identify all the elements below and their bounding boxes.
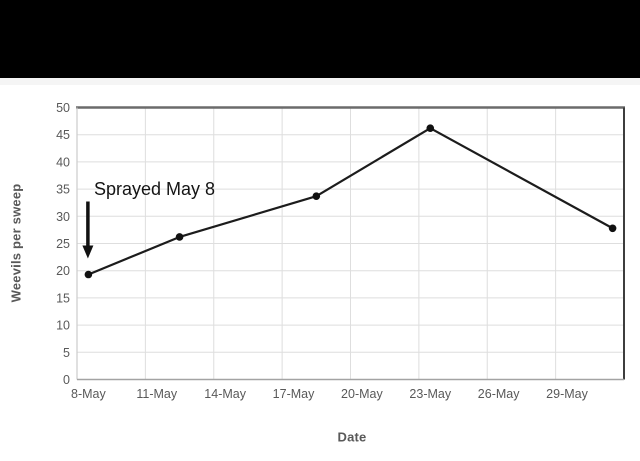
- y-tick-label: 5: [63, 346, 70, 360]
- data-point-marker: [312, 192, 321, 200]
- data-point-marker: [426, 124, 435, 132]
- y-tick-label: 0: [63, 373, 70, 387]
- x-axis-title: Date: [337, 429, 367, 445]
- x-tick-label: 26-May: [478, 387, 520, 401]
- y-axis-title: Weevils per sweep: [8, 183, 24, 303]
- y-tick-label: 10: [56, 319, 70, 333]
- y-tick-label: 30: [56, 210, 70, 224]
- sprayed-annotation-text: Sprayed May 8: [94, 179, 216, 199]
- annotation-arrow-head: [82, 245, 94, 259]
- y-tick-label: 20: [56, 264, 70, 278]
- x-tick-label: 20-May: [341, 387, 383, 401]
- page-divider-strip: [0, 78, 640, 85]
- y-tick-label: 35: [56, 183, 70, 197]
- x-tick-label: 11-May: [136, 387, 178, 401]
- y-tick-label: 45: [56, 128, 70, 142]
- x-tick-label: 29-May: [546, 387, 588, 401]
- x-tick-label: 8-May: [71, 387, 106, 401]
- y-tick-label: 15: [56, 291, 70, 305]
- weevil-line-chart: [0, 85, 640, 461]
- x-tick-label: 17-May: [273, 387, 315, 401]
- data-point-marker: [175, 233, 184, 241]
- y-tick-label: 40: [56, 155, 70, 169]
- data-point-marker: [84, 270, 93, 279]
- video-letterbox-bar: [0, 0, 640, 78]
- x-tick-label: 14-May: [204, 387, 246, 401]
- x-tick-label: 23-May: [409, 387, 451, 401]
- y-tick-label: 25: [56, 237, 70, 251]
- y-tick-label: 50: [56, 101, 70, 115]
- data-point-marker: [608, 224, 617, 233]
